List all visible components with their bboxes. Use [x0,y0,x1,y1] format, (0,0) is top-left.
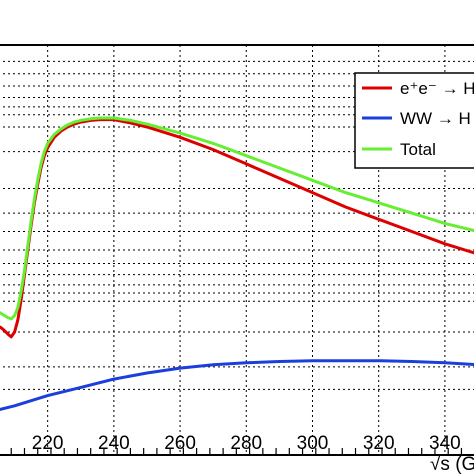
x-tick-label: 320 [363,433,395,454]
legend: e⁺e⁻ → HZ WW → H Total [354,72,474,169]
series-line [0,116,474,321]
x-tick-label: 260 [164,433,196,454]
legend-label: e⁺e⁻ → HZ [400,79,474,98]
x-tick-label: 280 [230,433,262,454]
x-axis-ticks: 220 240 260 280 300 320 340 [10,433,463,455]
series-line [0,359,474,411]
legend-label: Total [400,140,436,159]
legend-label: WW → H [400,109,471,128]
series-line [0,118,474,339]
x-tick-label: 220 [32,433,64,454]
curve-layer [0,116,474,411]
x-tick-label: 340 [429,433,461,454]
x-tick-label: 300 [297,433,329,454]
x-axis-label: √s (G [430,454,474,474]
legend-entries: e⁺e⁻ → HZ WW → H Total [362,79,474,159]
plot-frame [0,44,474,456]
x-tick-label: 240 [98,433,130,454]
